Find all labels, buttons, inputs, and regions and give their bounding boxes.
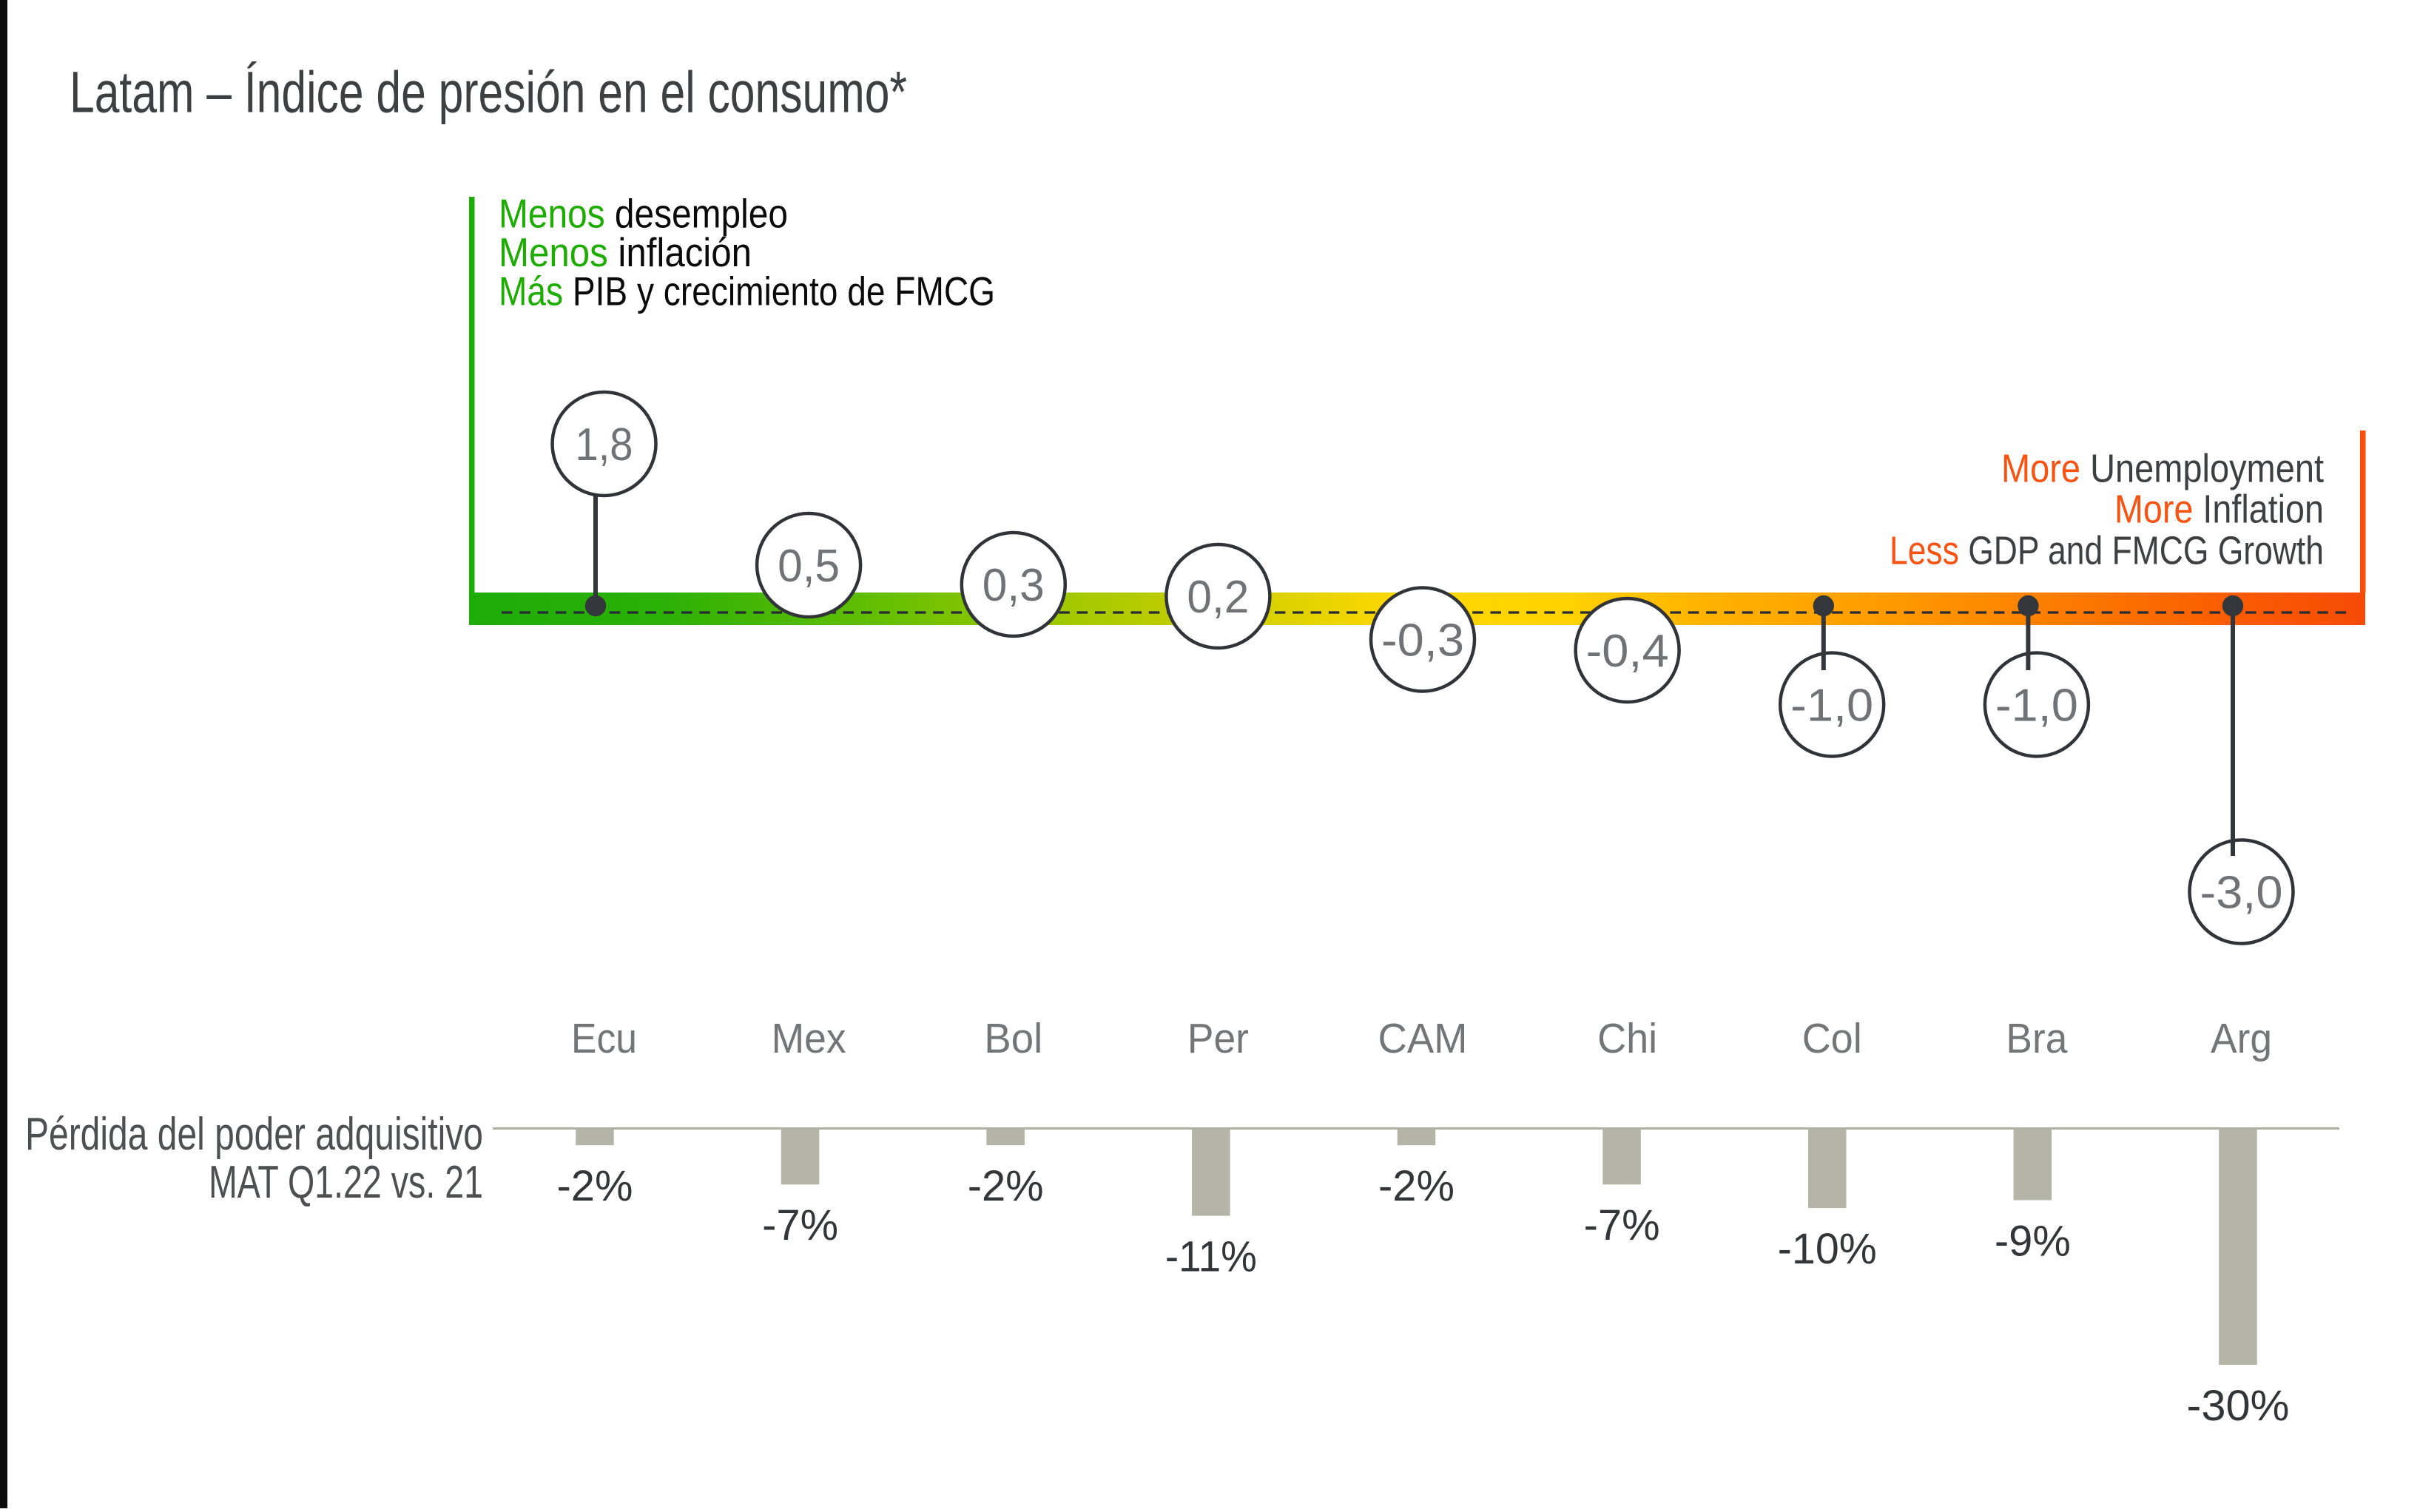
svg-text:Latam – Índice de presión en e: Latam – Índice de presión en el consumo*	[70, 59, 907, 125]
svg-text:-10%: -10%	[1778, 1225, 1877, 1273]
svg-text:Ecu: Ecu	[571, 1015, 637, 1062]
svg-text:Bra: Bra	[2006, 1015, 2067, 1062]
svg-text:-1,0: -1,0	[1995, 681, 2078, 732]
svg-text:Menos inflación: Menos inflación	[499, 229, 752, 275]
svg-text:Less GDP and FMCG Growth: Less GDP and FMCG Growth	[1890, 529, 2324, 573]
svg-text:Bol: Bol	[984, 1015, 1042, 1062]
svg-text:-7%: -7%	[1584, 1201, 1660, 1249]
svg-text:-0,3: -0,3	[1381, 615, 1464, 666]
svg-text:Más PIB y crecimiento de FMCG: Más PIB y crecimiento de FMCG	[499, 268, 995, 314]
svg-text:-2%: -2%	[968, 1162, 1044, 1210]
svg-text:1,8: 1,8	[576, 419, 633, 470]
svg-text:Menos desempleo: Menos desempleo	[499, 191, 788, 237]
svg-text:MAT Q1.22 vs. 21: MAT Q1.22 vs. 21	[209, 1157, 483, 1208]
svg-text:-2%: -2%	[1378, 1162, 1455, 1210]
svg-text:Mex: Mex	[772, 1015, 846, 1062]
svg-text:More Inflation: More Inflation	[2114, 487, 2324, 532]
svg-text:-9%: -9%	[1995, 1217, 2071, 1265]
svg-text:Pérdida del poder adquisitivo: Pérdida del poder adquisitivo	[25, 1109, 483, 1160]
svg-text:Per: Per	[1187, 1015, 1249, 1062]
svg-text:0,2: 0,2	[1187, 572, 1249, 623]
svg-text:-3,0: -3,0	[2200, 868, 2283, 919]
svg-text:More Unemployment: More Unemployment	[2001, 447, 2324, 491]
svg-text:0,3: 0,3	[983, 560, 1045, 611]
svg-text:Chi: Chi	[1597, 1015, 1657, 1062]
svg-text:-1,0: -1,0	[1790, 681, 1873, 732]
svg-text:-2%: -2%	[557, 1162, 633, 1210]
svg-text:-7%: -7%	[762, 1201, 838, 1249]
svg-text:CAM: CAM	[1378, 1015, 1468, 1062]
svg-text:0,5: 0,5	[778, 541, 840, 592]
svg-text:-0,4: -0,4	[1586, 626, 1669, 677]
svg-text:Col: Col	[1802, 1015, 1862, 1062]
svg-text:Arg: Arg	[2211, 1015, 2272, 1062]
svg-text:-30%: -30%	[2187, 1382, 2290, 1430]
svg-text:-11%: -11%	[1165, 1233, 1257, 1281]
